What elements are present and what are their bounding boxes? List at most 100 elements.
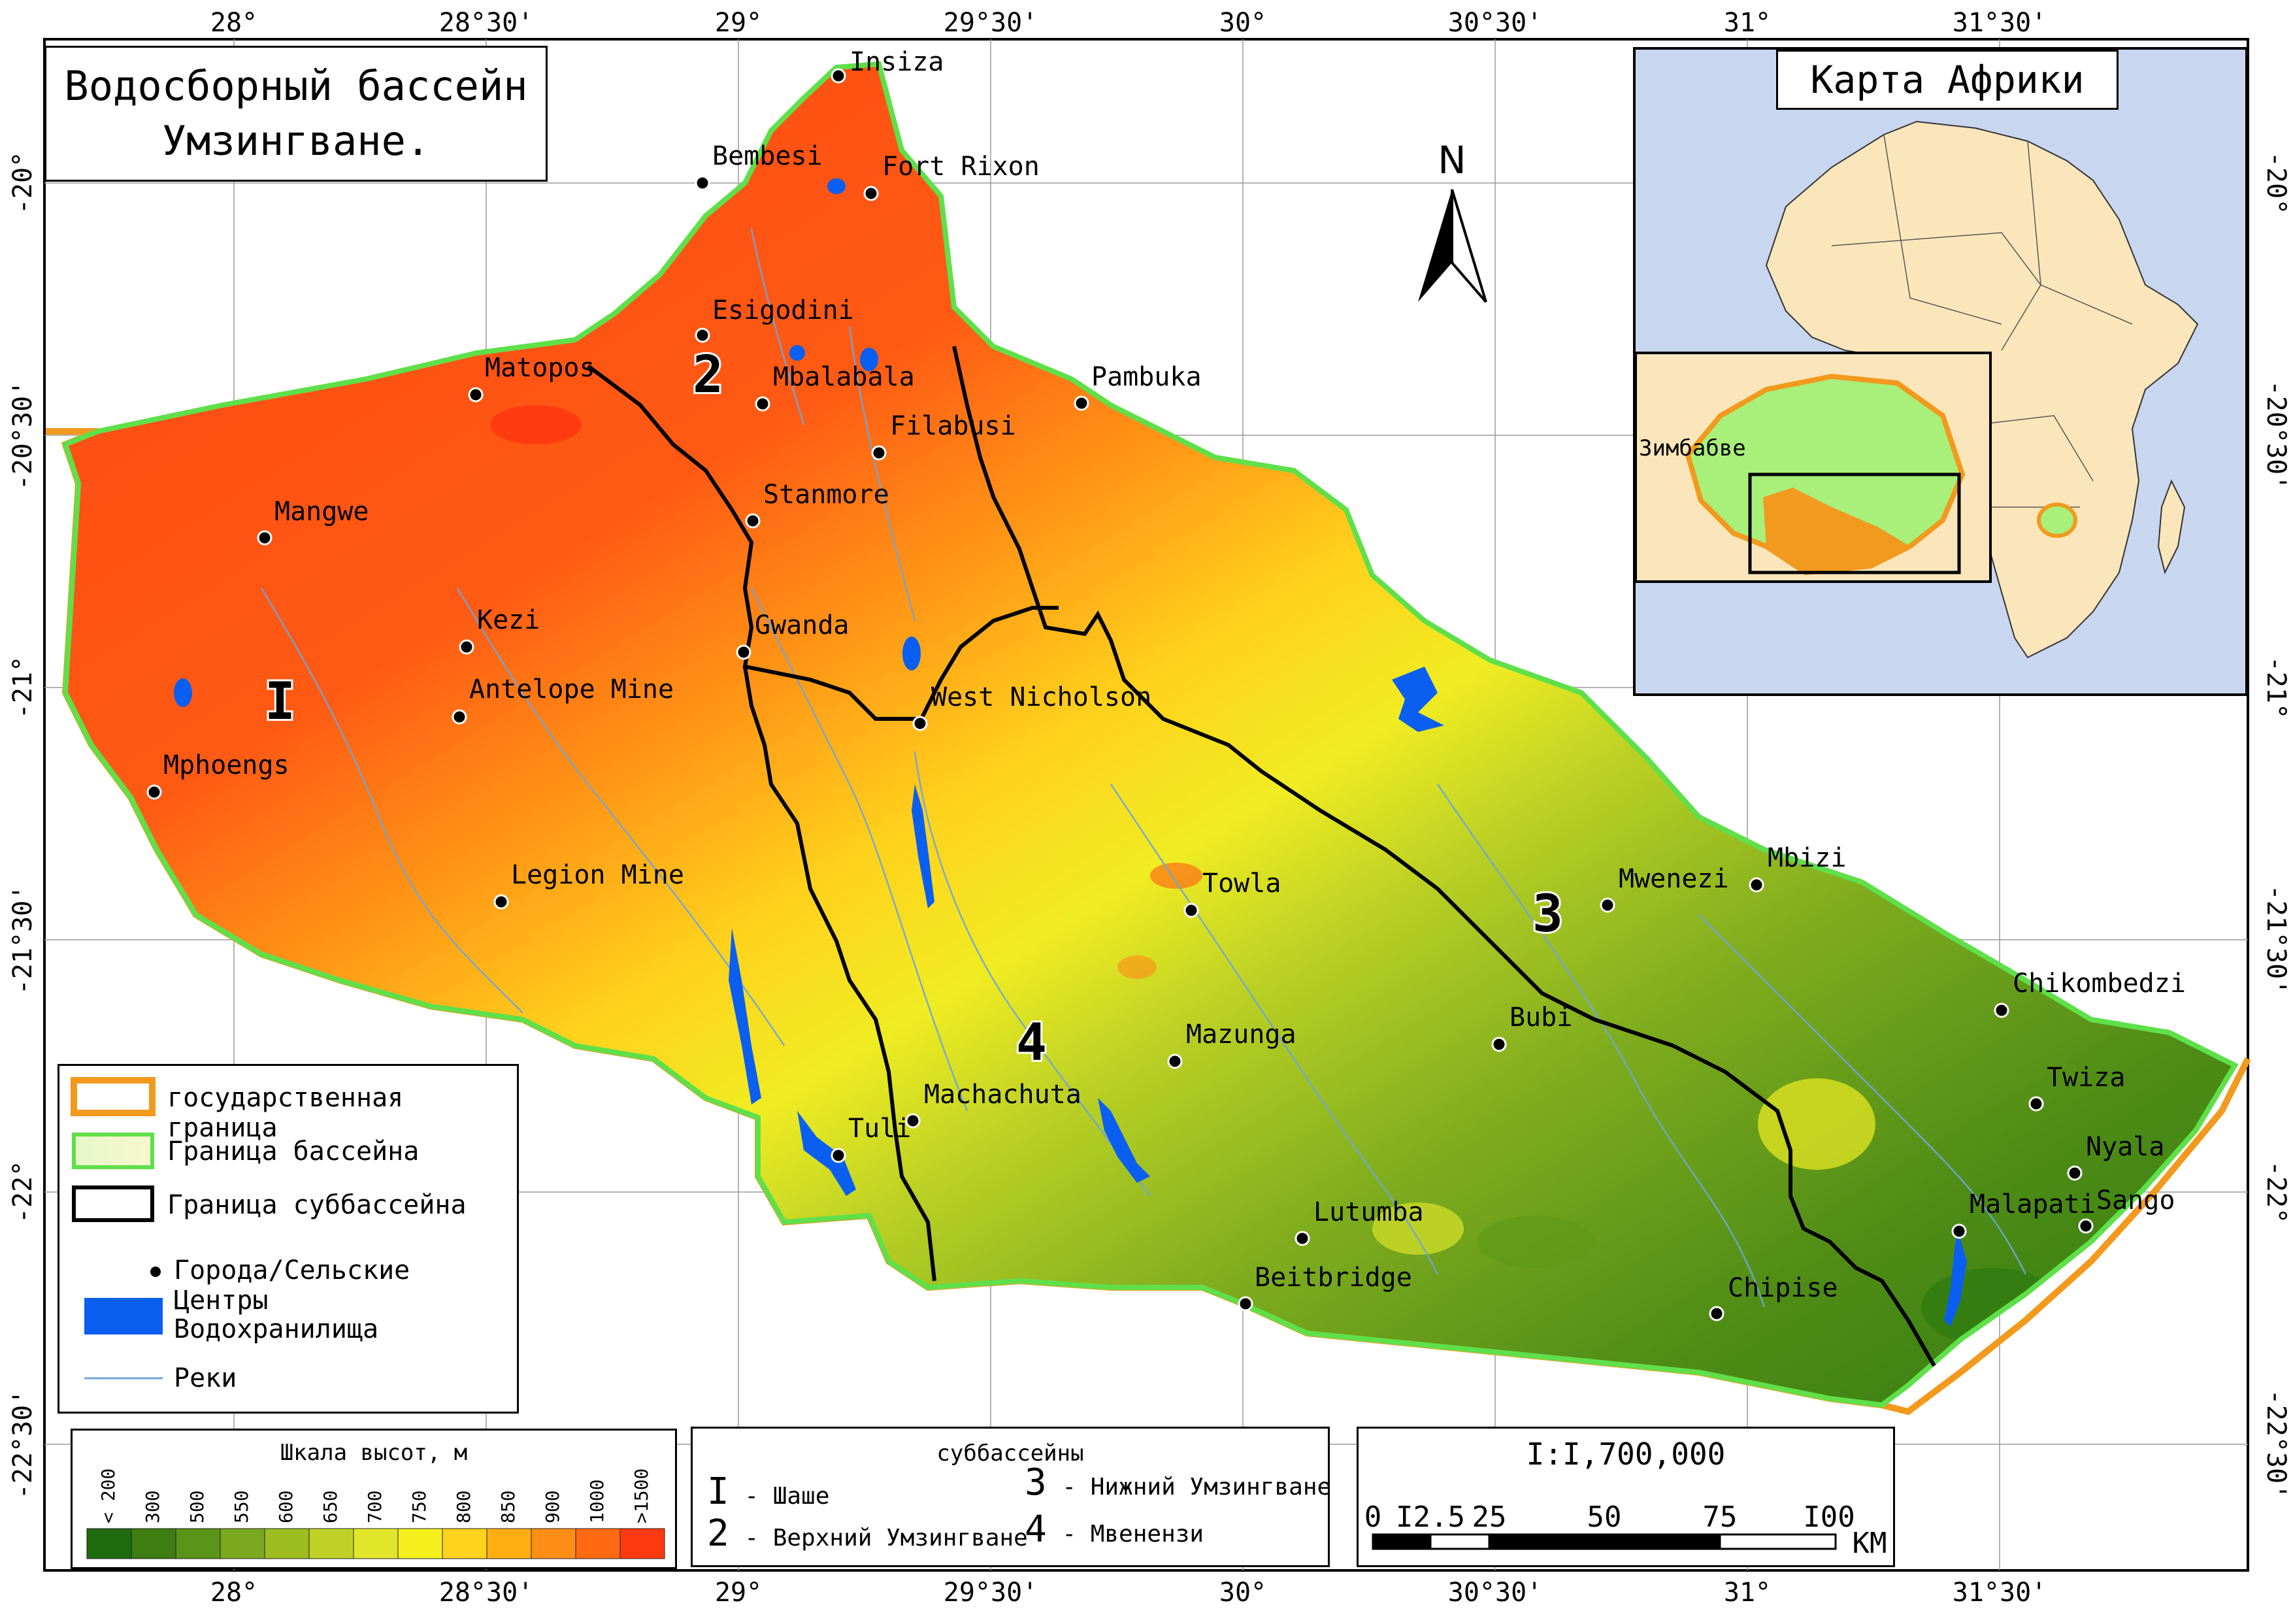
- legend-town-icon: [150, 1267, 161, 1277]
- coord-left: -20°30': [8, 380, 38, 491]
- subbasin-entry-name: - Шаше: [744, 1483, 830, 1510]
- scale-bar: 0 I2.5 25 50 75 I00 KM: [1364, 1500, 1887, 1560]
- subbasin-entry-name: - Верхний Умзингване: [744, 1525, 1028, 1551]
- coord-top: 31°30': [1953, 8, 2047, 38]
- subbasin-number: 4: [1016, 1014, 1047, 1072]
- svg-text:Mphoengs: Mphoengs: [163, 750, 289, 780]
- town-marker[interactable]: Bembesi: [695, 141, 823, 191]
- elevation-scale-title: Шкала высот, м: [280, 1440, 468, 1466]
- coord-bottom: 29°: [715, 1578, 762, 1608]
- town-marker[interactable]: Chipise: [1709, 1273, 1838, 1321]
- town-marker[interactable]: Sango: [2078, 1185, 2175, 1234]
- elevation-swatch: [131, 1528, 176, 1559]
- scale-tick-label: I2.5: [1396, 1500, 1465, 1534]
- legend-subbasin-border-swatch: [72, 1185, 154, 1222]
- svg-text:Beitbridge: Beitbridge: [1255, 1263, 1412, 1293]
- inset-africa-map: Карта Африки Зимбабве: [1633, 47, 2248, 696]
- coord-top: 29°30': [944, 8, 1038, 38]
- subbasin-number: 3: [1532, 885, 1563, 944]
- coord-bottom: 30°30': [1448, 1578, 1543, 1608]
- town-marker[interactable]: Mbalabala: [755, 362, 915, 412]
- elevation-tick-label: 650: [320, 1490, 341, 1523]
- town-marker[interactable]: Bubi: [1491, 1003, 1572, 1052]
- legend-basin-border-swatch: [72, 1133, 154, 1169]
- town-marker[interactable]: Lutumba: [1295, 1197, 1424, 1246]
- svg-text:Chipise: Chipise: [1728, 1273, 1838, 1303]
- town-marker[interactable]: Stanmore: [745, 480, 889, 529]
- elevation-swatch: [86, 1528, 132, 1559]
- svg-text:Nyala: Nyala: [2086, 1132, 2164, 1162]
- coord-left: -22°30': [8, 1389, 38, 1500]
- svg-text:Kezi: Kezi: [477, 605, 540, 635]
- legend-item-label: государственная граница: [167, 1083, 404, 1143]
- coord-top: 30°: [1219, 8, 1266, 38]
- town-marker[interactable]: Mwenezi: [1600, 864, 1729, 913]
- subbasin-entry-number: I: [707, 1470, 729, 1513]
- town-marker[interactable]: Mangwe: [257, 497, 369, 546]
- town-marker[interactable]: Towla: [1183, 869, 1281, 918]
- scale-tick-label: 25: [1472, 1500, 1507, 1534]
- elevation-scale-box: Шкала высот, м < 200 300 500 550 600 650 700 75…: [71, 1429, 677, 1569]
- coord-bottom: 31°: [1724, 1578, 1771, 1608]
- town-marker[interactable]: Mazunga: [1167, 1019, 1296, 1069]
- town-marker[interactable]: Esigodini: [695, 295, 854, 343]
- town-marker[interactable]: Matopos: [468, 353, 595, 403]
- town-marker[interactable]: Legion Mine: [493, 860, 684, 910]
- town-marker[interactable]: Mphoengs: [146, 750, 289, 800]
- town-marker[interactable]: Gwanda: [736, 610, 850, 660]
- legend-item-label: Граница бассейна: [167, 1136, 420, 1167]
- town-marker[interactable]: Pambuka: [1074, 362, 1202, 411]
- svg-text:Mazunga: Mazunga: [1186, 1019, 1296, 1050]
- town-marker[interactable]: Machachuta: [905, 1080, 1081, 1129]
- town-marker[interactable]: Nyala: [2067, 1132, 2164, 1181]
- svg-text:Mbalabala: Mbalabala: [773, 362, 915, 392]
- svg-text:Antelope Mine: Antelope Mine: [469, 674, 674, 704]
- coord-top: 30°30': [1448, 8, 1543, 38]
- subbasin-borders: [587, 346, 1936, 1367]
- town-marker[interactable]: Malapati: [1951, 1189, 2096, 1239]
- elevation-tick-label: >1500: [631, 1468, 652, 1523]
- coord-bottom: 28°: [210, 1578, 257, 1608]
- elevation-tick-label: 550: [231, 1490, 252, 1523]
- inset-title: Карта Африки: [1810, 58, 2085, 102]
- elevation-swatch: [619, 1528, 665, 1559]
- scale-tick-label: 50: [1587, 1500, 1622, 1534]
- svg-text:Fort Rixon: Fort Rixon: [882, 152, 1040, 182]
- elevation-tick-label: 1000: [586, 1480, 608, 1523]
- town-marker[interactable]: Mbizi: [1749, 843, 1846, 893]
- subbasin-entry: 4 - Мвенензи: [1025, 1508, 1204, 1551]
- coord-left: -20°: [8, 152, 38, 214]
- svg-text:West Nicholson: West Nicholson: [931, 682, 1151, 712]
- elevation-tick-label: < 200: [97, 1468, 119, 1523]
- town-marker[interactable]: Tuli: [831, 1114, 911, 1163]
- town-marker[interactable]: Chikombedzi: [1994, 969, 2186, 1018]
- town-marker[interactable]: Filabusi: [871, 411, 1016, 461]
- rivers: [260, 228, 2027, 1308]
- svg-text:Bembesi: Bembesi: [712, 141, 823, 171]
- town-marker[interactable]: Kezi: [459, 605, 540, 655]
- coord-bottom: 31°30': [1953, 1578, 2047, 1608]
- town-marker[interactable]: Insiza: [831, 47, 944, 84]
- scale-ratio: I:I,700,000: [1526, 1436, 1726, 1472]
- town-marker[interactable]: Beitbridge: [1238, 1263, 1412, 1312]
- elevation-swatch: [175, 1528, 221, 1559]
- elevation-swatch: [397, 1528, 443, 1559]
- coord-left: -21°30': [8, 885, 38, 995]
- elevation-swatch: [353, 1528, 399, 1559]
- subbasin-entry: 2 - Верхний Умзингване: [707, 1512, 1028, 1555]
- coord-top: 28°: [210, 8, 257, 38]
- subbasin-entry-number: 3: [1025, 1461, 1047, 1504]
- town-marker[interactable]: Antelope Mine: [452, 674, 674, 725]
- coord-left: -21°: [8, 656, 38, 719]
- town-marker[interactable]: West Nicholson: [912, 682, 1151, 731]
- town-marker[interactable]: Fort Rixon: [863, 152, 1040, 201]
- basin-border: [62, 61, 2239, 1408]
- svg-text:Sango: Sango: [2096, 1185, 2175, 1216]
- svg-text:Chikombedzi: Chikombedzi: [2013, 969, 2186, 999]
- subbasin-number: I: [265, 672, 295, 731]
- town-marker[interactable]: Twiza: [2028, 1063, 2125, 1112]
- subbasins-title: суббассейны: [936, 1440, 1084, 1467]
- svg-text:Malapati: Malapati: [1970, 1189, 2096, 1219]
- elevation-tick-label: 600: [275, 1490, 297, 1523]
- legend-item-label: Города/Сельские Центры: [174, 1255, 410, 1316]
